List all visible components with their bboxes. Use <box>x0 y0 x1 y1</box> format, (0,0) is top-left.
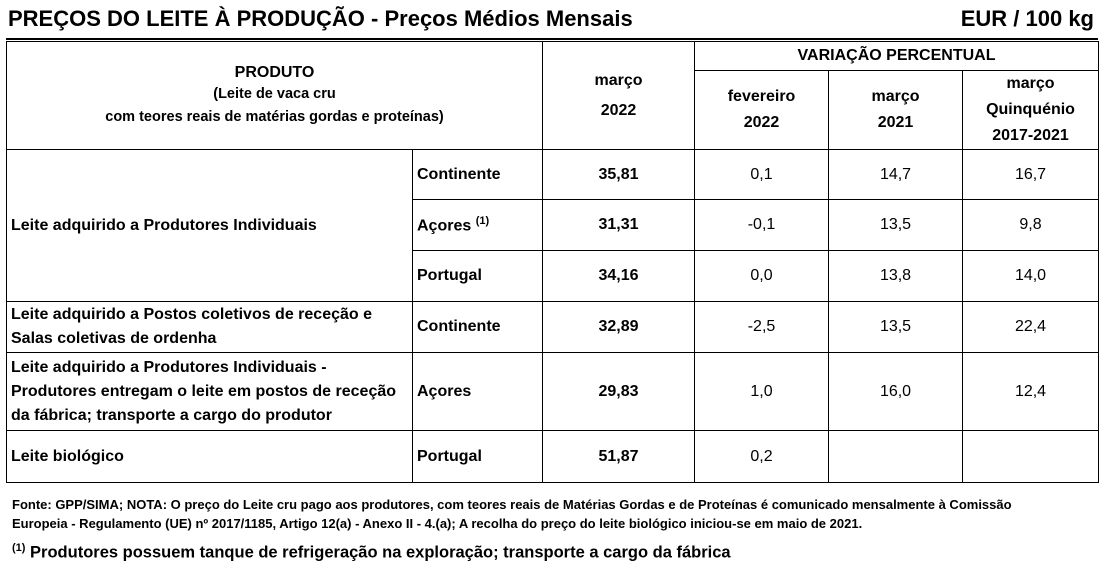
var3-cell: 22,4 <box>962 301 1100 353</box>
source-note: Fonte: GPP/SIMA; NOTA: O preço do Leite … <box>12 495 1102 533</box>
price-table: PRODUTO (Leite de vaca cru com teores re… <box>5 41 1100 483</box>
footnote-text: Produtores possuem tanque de refrigeraçã… <box>30 543 731 562</box>
region-label: Açores <box>417 217 472 235</box>
var3-cell: 16,7 <box>962 149 1100 200</box>
footnote-mark: (1) <box>12 542 26 554</box>
produto-label: PRODUTO <box>234 63 315 81</box>
var3-cell: 9,8 <box>962 199 1100 251</box>
region-cell: Continente <box>411 301 544 353</box>
var3-cell: 14,0 <box>962 250 1100 302</box>
var3-month: março <box>1006 75 1055 92</box>
header-row-2: fevereiro 2022 março 2021 março Quinquén… <box>7 70 1100 150</box>
var1-cell: 0,1 <box>694 149 830 200</box>
var1-month: fevereiro <box>727 88 796 105</box>
header-var1: fevereiro 2022 <box>694 70 830 150</box>
table-row: Leite adquirido a Produtores Individuais… <box>6 352 1100 431</box>
current-year: 2022 <box>600 101 637 119</box>
var3-cell <box>962 430 1100 483</box>
var2-cell: 13,5 <box>828 301 964 353</box>
var1-year: 2022 <box>743 114 780 131</box>
var2-month: março <box>871 88 920 105</box>
header-var2: março 2021 <box>828 70 964 150</box>
var1-cell: -2,5 <box>694 301 830 353</box>
table-row: Açores (1) 31,31 -0,1 13,5 9,8 <box>7 199 1100 251</box>
produto-sub-1: (Leite de vaca cru <box>213 85 336 102</box>
source-line: Fonte: GPP/SIMA; NOTA: O preço do Leite … <box>12 497 1012 512</box>
table-row: Portugal 34,16 0,0 13,8 14,0 <box>7 250 1100 302</box>
product-line: Leite adquirido a Postos coletivos de re… <box>11 306 373 323</box>
page-title: PREÇOS DO LEITE À PRODUÇÃO - Preços Médi… <box>8 6 633 31</box>
title-bar: PREÇOS DO LEITE À PRODUÇÃO - Preços Médi… <box>8 4 1094 36</box>
price-cell: 32,89 <box>542 301 696 353</box>
region-cell: Continente <box>411 149 544 200</box>
product-line: da fábrica; transporte a cargo do produt… <box>11 406 332 424</box>
header-var3: março Quinquénio 2017-2021 <box>962 70 1100 150</box>
footnote: (1) Produtores possuem tanque de refrige… <box>12 542 731 563</box>
price-cell: 31,31 <box>542 199 696 251</box>
product-line: Salas coletivas de ordenha <box>11 330 217 347</box>
table-row: Leite biológico Portugal 51,87 0,2 <box>6 430 1100 483</box>
var1-cell: 1,0 <box>694 352 830 431</box>
product-cell: Leite adquirido a Produtores Individuais… <box>6 352 413 431</box>
var2-cell: 13,5 <box>828 199 964 251</box>
product-cell: Leite adquirido a Postos coletivos de re… <box>6 301 413 353</box>
header-variation: VARIAÇÃO PERCENTUAL <box>694 41 1100 71</box>
var2-cell: 16,0 <box>828 352 964 431</box>
var1-cell: -0,1 <box>694 199 830 251</box>
title-underline <box>6 38 1098 40</box>
price-cell: 34,16 <box>542 250 696 302</box>
var2-cell: 14,7 <box>828 149 964 200</box>
var2-cell <box>828 430 964 483</box>
source-line: Europeia - Regulamento (UE) nº 2017/1185… <box>12 516 863 531</box>
region-cell: Açores <box>411 352 544 431</box>
price-cell: 35,81 <box>542 149 696 200</box>
current-month: março <box>594 71 643 89</box>
product-line: Leite adquirido a Produtores Individuais… <box>11 358 327 376</box>
table-row: Leite adquirido a Postos coletivos de re… <box>6 301 1100 353</box>
product-line: Produtores entregam o leite em postos de… <box>11 382 397 400</box>
var2-cell: 13,8 <box>828 250 964 302</box>
var3-cell: 12,4 <box>962 352 1100 431</box>
unit-label: EUR / 100 kg <box>960 6 1094 31</box>
var3-years: 2017-2021 <box>992 127 1069 144</box>
var1-cell: 0,0 <box>694 250 830 302</box>
header-produto: PRODUTO (Leite de vaca cru com teores re… <box>5 41 544 150</box>
header-current: março 2022 <box>542 41 696 150</box>
region-cell: Açores (1) <box>411 199 544 251</box>
produto-sub-2: com teores reais de matérias gordas e pr… <box>105 108 444 125</box>
product-cell: Leite biológico <box>6 430 413 483</box>
table-row: Leite adquirido a Produtores Individuais… <box>6 149 1100 302</box>
region-cell: Portugal <box>411 430 544 483</box>
var1-cell: 0,2 <box>694 430 830 483</box>
region-cell: Portugal <box>411 250 544 302</box>
footnote-ref: (1) <box>475 214 490 227</box>
var3-label: Quinquénio <box>986 101 1075 118</box>
product-cell: Leite adquirido a Produtores Individuais <box>6 149 413 302</box>
price-cell: 51,87 <box>542 430 696 483</box>
header-row-1: PRODUTO (Leite de vaca cru com teores re… <box>5 41 1100 150</box>
price-cell: 29,83 <box>542 352 696 431</box>
var2-year: 2021 <box>877 114 914 131</box>
